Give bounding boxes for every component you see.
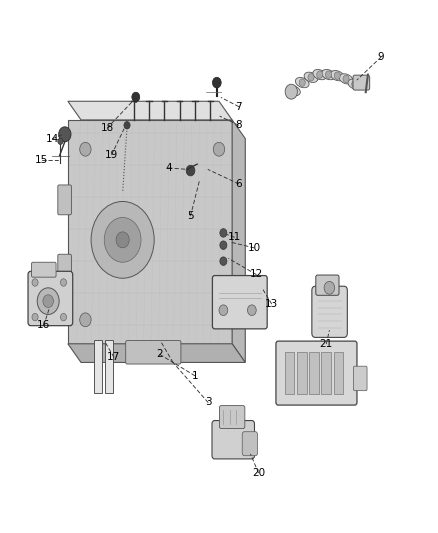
Text: 10: 10 — [247, 243, 261, 253]
Polygon shape — [68, 101, 232, 120]
Circle shape — [132, 92, 140, 102]
Circle shape — [299, 79, 305, 86]
Circle shape — [91, 201, 154, 278]
Ellipse shape — [286, 85, 300, 96]
Text: 5: 5 — [187, 211, 194, 221]
Circle shape — [334, 72, 340, 79]
Text: 18: 18 — [101, 123, 114, 133]
Bar — [105, 340, 113, 393]
Circle shape — [60, 313, 67, 321]
Text: 8: 8 — [235, 120, 242, 130]
Text: 21: 21 — [320, 339, 333, 349]
Ellipse shape — [330, 70, 344, 81]
Text: 7: 7 — [235, 102, 242, 111]
FancyBboxPatch shape — [126, 341, 181, 364]
Text: 4: 4 — [165, 163, 172, 173]
Circle shape — [220, 229, 227, 237]
Circle shape — [308, 74, 314, 81]
Circle shape — [285, 84, 297, 99]
Circle shape — [352, 80, 358, 88]
Text: 2: 2 — [156, 350, 163, 359]
FancyBboxPatch shape — [28, 271, 73, 326]
Circle shape — [213, 142, 225, 156]
Circle shape — [343, 75, 349, 83]
Text: 14: 14 — [46, 134, 59, 143]
Polygon shape — [68, 120, 232, 344]
Circle shape — [325, 71, 332, 78]
Text: 19: 19 — [105, 150, 118, 159]
Polygon shape — [68, 344, 245, 362]
Text: 9: 9 — [378, 52, 385, 62]
Text: 3: 3 — [205, 398, 212, 407]
Text: 13: 13 — [265, 299, 278, 309]
Ellipse shape — [304, 72, 318, 83]
Circle shape — [116, 232, 129, 248]
FancyBboxPatch shape — [353, 75, 370, 90]
Ellipse shape — [339, 74, 353, 84]
Text: 20: 20 — [252, 468, 265, 478]
Circle shape — [58, 138, 63, 144]
FancyBboxPatch shape — [219, 406, 245, 429]
Ellipse shape — [313, 69, 327, 80]
FancyBboxPatch shape — [242, 432, 258, 456]
Ellipse shape — [348, 79, 362, 90]
Circle shape — [212, 77, 221, 88]
FancyBboxPatch shape — [58, 254, 71, 279]
Circle shape — [104, 217, 141, 262]
Circle shape — [124, 122, 130, 129]
Circle shape — [60, 279, 67, 286]
Text: 12: 12 — [250, 270, 263, 279]
Bar — [297, 352, 307, 394]
Circle shape — [219, 305, 228, 316]
Circle shape — [317, 71, 323, 78]
Circle shape — [32, 313, 38, 321]
Ellipse shape — [295, 77, 309, 88]
Circle shape — [59, 127, 71, 142]
FancyBboxPatch shape — [32, 262, 56, 277]
FancyBboxPatch shape — [212, 276, 267, 329]
Circle shape — [32, 279, 38, 286]
FancyBboxPatch shape — [353, 366, 367, 391]
FancyBboxPatch shape — [312, 286, 347, 337]
Circle shape — [43, 295, 53, 308]
Bar — [285, 352, 294, 394]
Circle shape — [37, 288, 59, 314]
Circle shape — [290, 87, 297, 94]
Text: 6: 6 — [235, 179, 242, 189]
FancyBboxPatch shape — [316, 275, 339, 295]
FancyBboxPatch shape — [276, 341, 357, 405]
Circle shape — [220, 257, 227, 265]
Circle shape — [220, 241, 227, 249]
Polygon shape — [232, 120, 245, 362]
FancyBboxPatch shape — [212, 421, 254, 459]
Bar — [309, 352, 319, 394]
Circle shape — [80, 313, 91, 327]
Text: 17: 17 — [107, 352, 120, 362]
Circle shape — [186, 165, 195, 176]
FancyBboxPatch shape — [58, 185, 71, 215]
Text: 11: 11 — [228, 232, 241, 242]
Circle shape — [247, 305, 256, 316]
Ellipse shape — [321, 69, 336, 80]
Circle shape — [213, 313, 225, 327]
Text: 1: 1 — [191, 371, 198, 381]
Text: 16: 16 — [37, 320, 50, 330]
Bar — [334, 352, 343, 394]
Text: 15: 15 — [35, 155, 48, 165]
Circle shape — [324, 281, 335, 294]
Bar — [94, 340, 102, 393]
Circle shape — [80, 142, 91, 156]
Bar — [321, 352, 331, 394]
